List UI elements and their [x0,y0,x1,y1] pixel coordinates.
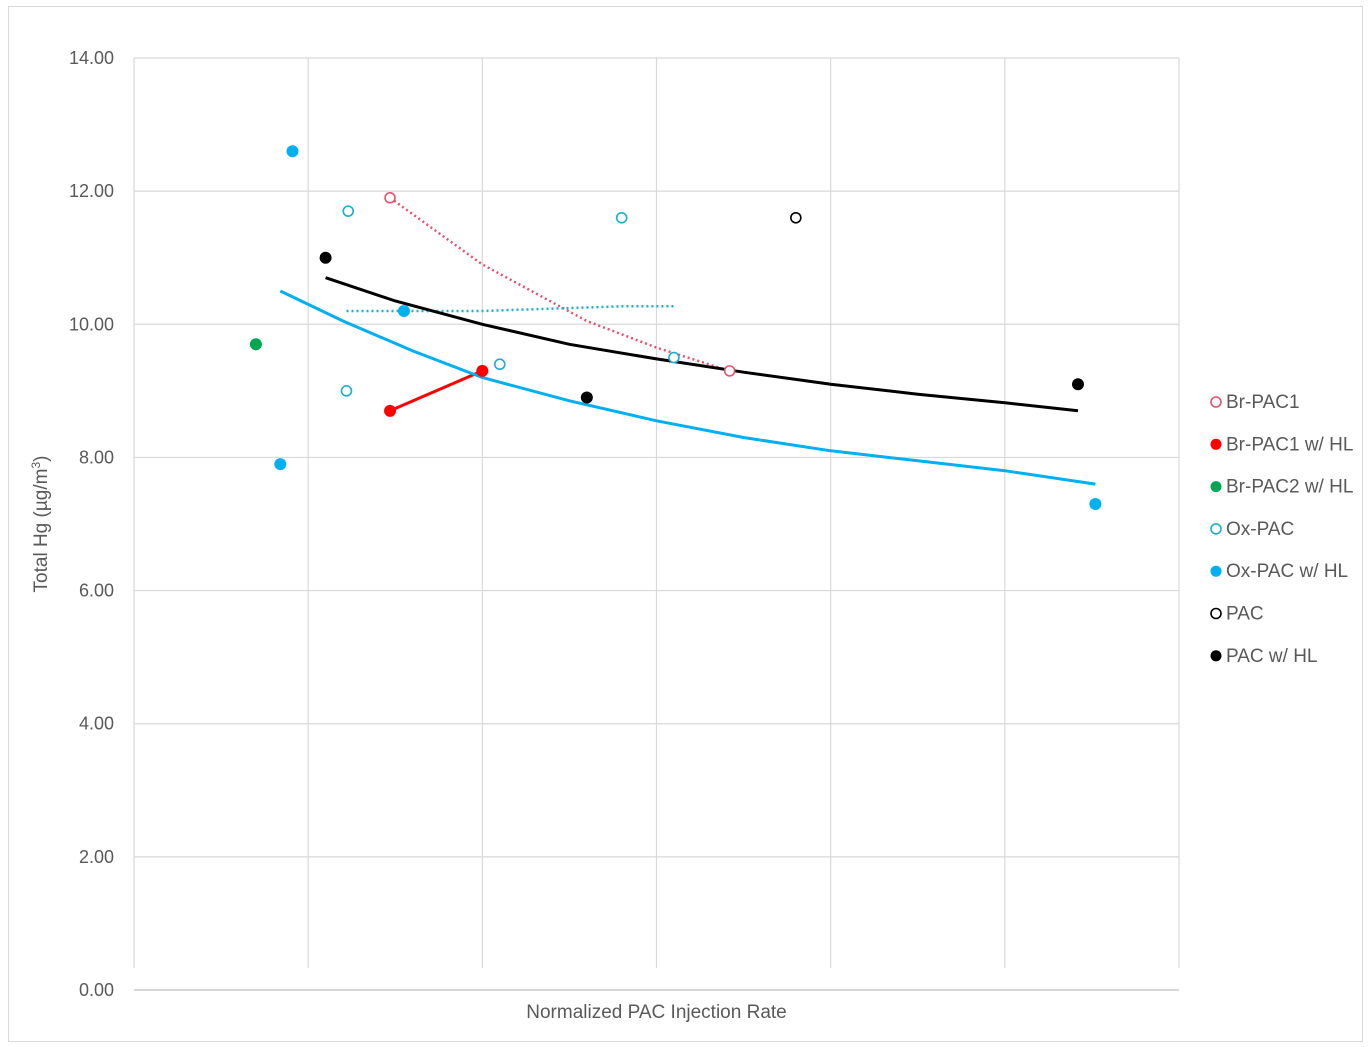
y-tick-label: 12.00 [69,181,114,201]
data-point [668,351,680,364]
y-tick-label: 0.00 [79,980,114,1000]
y-tick-label: 14.00 [69,48,114,68]
trendline [389,369,483,413]
y-tick-labels: 0.00 2.00 4.00 6.00 8.00 10.00 12.00 14.00 [69,48,114,1000]
trendline [389,196,730,373]
trendline [325,276,1079,413]
legend-label: Br-PAC2 w/ HL [1226,477,1353,498]
legend: Br-PAC1 Br-PAC1 w/ HL Br-PAC2 w/ HL Ox-PAC O… [1210,392,1353,667]
data-point [580,391,593,404]
y-axis-title: Total Hg (µg/m3) [29,456,52,593]
y-tick-label: 2.00 [79,847,114,867]
data-point [615,211,628,224]
y-axis-title-main: Total Hg (µg/m [31,469,52,593]
data-point [476,364,489,377]
y-tick-label: 4.00 [79,714,114,734]
legend-marker [1210,523,1222,535]
y-axis-title-sup: 3 [29,462,43,469]
y-tick-label: 8.00 [79,447,114,467]
data-point [384,404,397,417]
data-point [340,385,353,397]
trendline [346,305,674,313]
data-point [319,251,332,264]
chart-frame [8,6,1363,1042]
data-point [342,205,355,217]
legend-label: PAC w/ HL [1226,646,1318,667]
data-point [249,338,262,351]
legend-label: PAC [1226,604,1264,625]
trendlines [279,196,1096,486]
legend-label: Ox-PAC [1226,519,1294,540]
legend-label: Ox-PAC w/ HL [1226,561,1348,582]
data-point [397,304,410,317]
data-point [286,145,299,158]
legend-marker [1210,396,1222,408]
legend-label: Br-PAC1 [1226,392,1300,413]
gridlines [133,57,1180,991]
data-point [1089,498,1102,511]
legend-marker [1210,438,1222,450]
legend-marker [1210,565,1222,577]
data-point [384,192,396,204]
data-point [274,458,287,471]
trendline [279,289,1096,486]
data-points [249,145,1102,511]
legend-label: Br-PAC1 w/ HL [1226,434,1353,455]
data-point [790,211,802,224]
data-point [493,358,506,371]
x-axis-title: Normalized PAC Injection Rate [526,1002,786,1023]
legend-marker [1210,607,1222,620]
legend-marker [1210,650,1222,662]
y-tick-label: 10.00 [69,314,114,334]
data-point [723,365,736,377]
y-tick-label: 6.00 [79,581,114,601]
legend-marker [1210,481,1222,493]
y-axis-title-end: ) [31,456,52,462]
data-point [1071,378,1084,391]
